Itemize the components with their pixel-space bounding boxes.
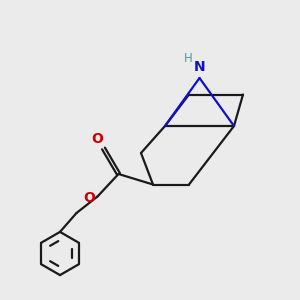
Text: O: O — [83, 191, 95, 205]
Text: O: O — [91, 132, 103, 146]
Text: N: N — [194, 60, 205, 74]
Text: H: H — [184, 52, 193, 65]
